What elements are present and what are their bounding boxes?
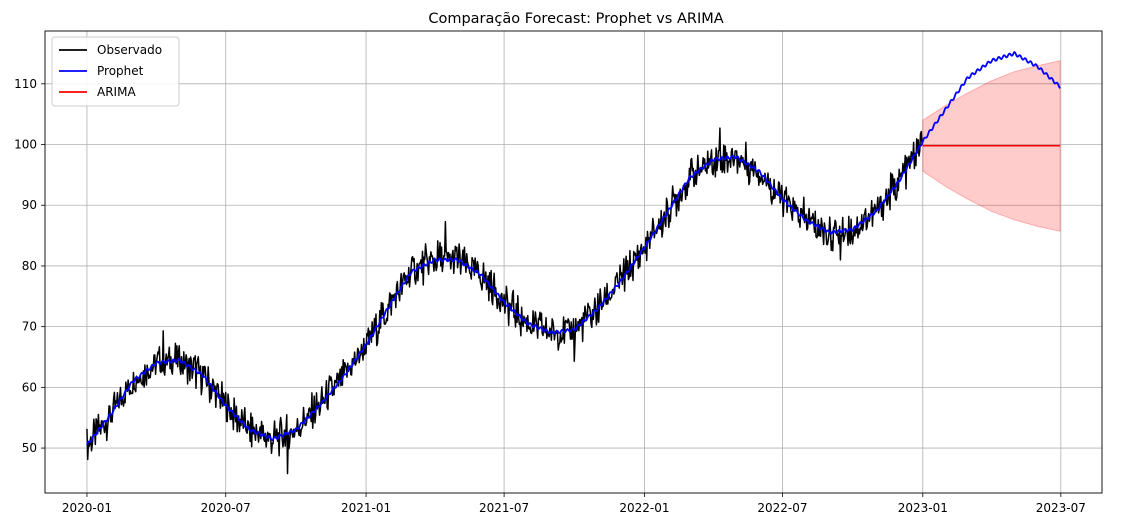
y-tick-label: 100 [14,138,37,152]
plot-frame [44,30,1103,494]
legend-label-prophet: Prophet [97,64,144,78]
x-tick-label: 2020-01 [62,501,112,515]
x-tick-label: 2021-01 [341,501,391,515]
x-tick-label: 2020-07 [201,501,251,515]
legend-label-arima: ARIMA [97,85,136,99]
y-tick-label: 90 [22,198,37,212]
y-tick-label: 110 [14,77,37,91]
legend-box [51,36,180,107]
data-layer [86,51,1061,475]
x-tick-label: 2021-07 [479,501,529,515]
y-tick-label: 60 [22,380,37,394]
series-prophet-line [86,51,1061,446]
y-tick-label: 50 [22,441,37,455]
y-tick-label: 70 [22,320,37,334]
x-tick-label: 2022-07 [757,501,807,515]
y-tick-label: 80 [22,259,37,273]
legend: Observado Prophet ARIMA [51,36,180,107]
x-tick-label: 2022-01 [619,501,669,515]
legend-label-observado: Observado [97,43,162,57]
tick-layer: 2020-01 2020-07 2021-01 2021-07 2022-01 2022-… [14,77,1086,515]
x-tick-label: 2023-01 [898,501,948,515]
x-tick-label: 2023-07 [1036,501,1086,515]
chart-title: Comparação Forecast: Prophet vs ARIMA [428,11,723,27]
